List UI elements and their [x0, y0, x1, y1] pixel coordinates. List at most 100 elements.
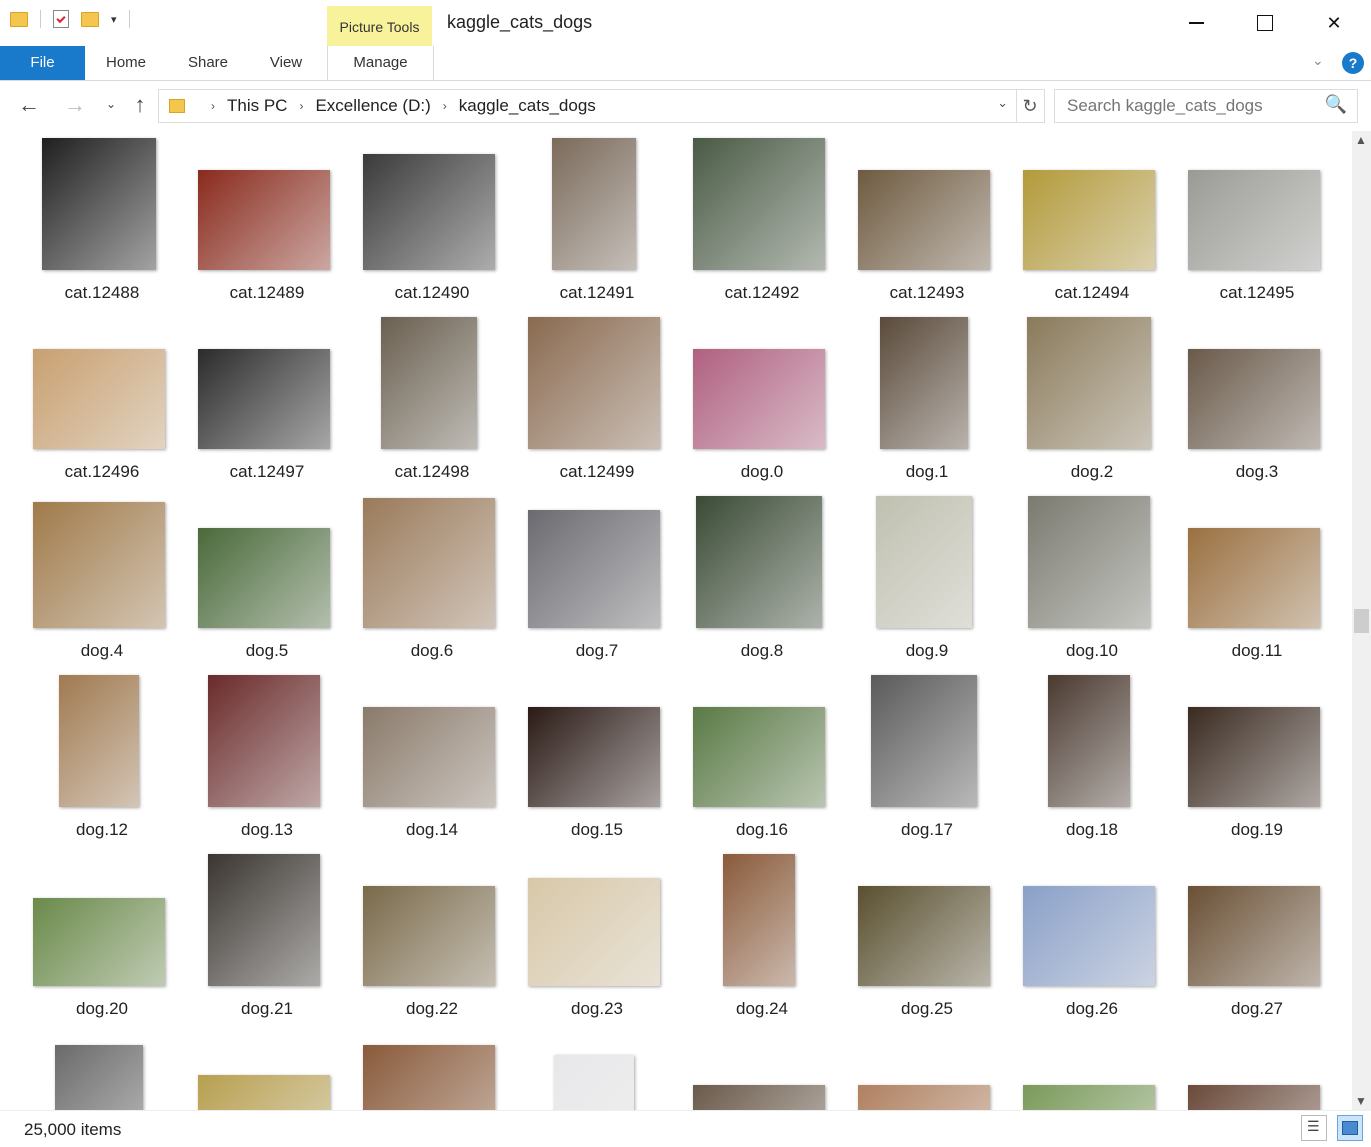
file-item[interactable]: cat.12498	[357, 313, 507, 483]
thumbnail-image[interactable]	[1188, 707, 1320, 807]
thumbnail-image[interactable]	[59, 675, 139, 807]
file-name[interactable]: dog.13	[241, 820, 293, 839]
file-name[interactable]: dog.21	[241, 999, 293, 1018]
file-item[interactable]: dog.10	[1017, 492, 1167, 662]
file-name[interactable]: dog.18	[1066, 820, 1118, 839]
file-name[interactable]: dog.9	[905, 641, 949, 660]
address-bar[interactable]: › This PC › Excellence (D:) › kaggle_cat…	[158, 89, 1017, 123]
breadcrumb-separator[interactable]: ›	[211, 99, 215, 113]
thumbnail-image[interactable]	[693, 707, 825, 807]
search-input[interactable]	[1065, 95, 1324, 117]
thumbnail-image[interactable]	[55, 1045, 143, 1110]
file-name[interactable]: dog.14	[406, 820, 458, 839]
file-item[interactable]: cat.12499	[522, 313, 672, 483]
file-name[interactable]: dog.12	[76, 820, 128, 839]
file-item[interactable]: dog.18	[1017, 671, 1167, 841]
scrollbar-thumb[interactable]	[1354, 609, 1369, 633]
thumbnail-image[interactable]	[1188, 170, 1320, 270]
thumbnail-image[interactable]	[42, 138, 156, 270]
thumbnail-image[interactable]	[528, 878, 660, 986]
thumbnail-image[interactable]	[1048, 675, 1130, 807]
file-item[interactable]: dog.7	[522, 492, 672, 662]
file-item[interactable]: dog.12	[27, 671, 177, 841]
file-item[interactable]	[852, 1029, 1002, 1110]
thumbnail-image[interactable]	[1028, 496, 1150, 628]
file-name[interactable]: cat.12491	[559, 283, 635, 302]
breadcrumb-this-pc[interactable]: This PC	[227, 96, 288, 115]
file-name[interactable]: dog.26	[1066, 999, 1118, 1018]
file-item[interactable]: dog.17	[852, 671, 1002, 841]
file-name[interactable]: dog.27	[1231, 999, 1283, 1018]
thumbnail-image[interactable]	[33, 502, 165, 628]
large-icons-view-icon[interactable]	[1337, 1115, 1363, 1141]
close-button[interactable]: ✕	[1299, 0, 1369, 46]
file-name[interactable]: cat.12496	[64, 462, 140, 481]
thumbnail-image[interactable]	[880, 317, 968, 449]
file-item[interactable]: dog.6	[357, 492, 507, 662]
file-name[interactable]: cat.12498	[394, 462, 470, 481]
file-name[interactable]: cat.12490	[394, 283, 470, 302]
thumbnail-image[interactable]	[363, 707, 495, 807]
thumbnail-image[interactable]	[198, 170, 330, 270]
file-name[interactable]: dog.10	[1066, 641, 1118, 660]
file-name[interactable]: dog.17	[901, 820, 953, 839]
thumbnail-image[interactable]	[363, 154, 495, 270]
thumbnail-image[interactable]	[693, 138, 825, 270]
thumbnail-image[interactable]	[1027, 317, 1151, 449]
file-name[interactable]: dog.1	[905, 462, 949, 481]
file-name[interactable]: dog.2	[1070, 462, 1114, 481]
file-name[interactable]: dog.6	[410, 641, 454, 660]
file-item[interactable]: dog.16	[687, 671, 837, 841]
new-folder-icon[interactable]	[81, 11, 99, 27]
file-item[interactable]: dog.22	[357, 850, 507, 1020]
tab-home[interactable]: Home	[105, 54, 146, 71]
file-name[interactable]: cat.12493	[889, 283, 965, 302]
file-name[interactable]: dog.3	[1235, 462, 1279, 481]
back-button[interactable]: ←	[18, 92, 40, 117]
thumbnail-image[interactable]	[1188, 886, 1320, 986]
file-name[interactable]: dog.8	[740, 641, 784, 660]
thumbnail-image[interactable]	[363, 498, 495, 628]
file-item[interactable]	[1017, 1029, 1167, 1110]
file-item[interactable]: dog.2	[1017, 313, 1167, 483]
thumbnail-image[interactable]	[1188, 528, 1320, 628]
search-box[interactable]: 🔍	[1054, 89, 1358, 123]
thumbnail-image[interactable]	[381, 317, 477, 449]
file-name[interactable]: dog.20	[76, 999, 128, 1018]
file-item[interactable]: dog.21	[192, 850, 342, 1020]
thumbnail-image[interactable]	[33, 898, 165, 986]
file-item[interactable]: dog.0	[687, 313, 837, 483]
thumbnail-image[interactable]	[528, 707, 660, 807]
thumbnail-image[interactable]	[208, 854, 320, 986]
customize-toolbar-icon[interactable]: ▾	[111, 13, 117, 26]
thumbnail-image[interactable]	[1188, 1085, 1320, 1110]
file-item[interactable]	[1182, 1029, 1332, 1110]
folder-icon[interactable]	[10, 11, 28, 27]
file-name[interactable]: cat.12497	[229, 462, 305, 481]
up-button[interactable]: ↑	[134, 92, 146, 117]
file-item[interactable]: cat.12493	[852, 134, 1002, 304]
thumbnail-image[interactable]	[693, 349, 825, 449]
thumbnail-image[interactable]	[1023, 170, 1155, 270]
file-item[interactable]: dog.4	[27, 492, 177, 662]
file-name[interactable]: dog.16	[736, 820, 788, 839]
file-name[interactable]: dog.19	[1231, 820, 1283, 839]
file-name[interactable]: cat.12489	[229, 283, 305, 302]
thumbnail-image[interactable]	[858, 170, 990, 270]
thumbnail-image[interactable]	[858, 1085, 990, 1110]
file-name[interactable]: dog.15	[571, 820, 623, 839]
thumbnail-image[interactable]	[198, 528, 330, 628]
minimize-button[interactable]	[1161, 0, 1231, 46]
file-item[interactable]: dog.24	[687, 850, 837, 1020]
file-item[interactable]: cat.12495	[1182, 134, 1332, 304]
thumbnail-image[interactable]	[33, 349, 165, 449]
file-name[interactable]: dog.4	[80, 641, 124, 660]
file-name[interactable]: cat.12492	[724, 283, 800, 302]
scroll-up-icon[interactable]: ▲	[1355, 133, 1367, 147]
thumbnail-image[interactable]	[723, 854, 795, 986]
file-item[interactable]: dog.1	[852, 313, 1002, 483]
breadcrumb-separator[interactable]: ›	[299, 99, 304, 113]
file-item[interactable]: dog.5	[192, 492, 342, 662]
breadcrumb-folder[interactable]: kaggle_cats_dogs	[458, 96, 596, 115]
thumbnail-image[interactable]	[876, 496, 972, 628]
